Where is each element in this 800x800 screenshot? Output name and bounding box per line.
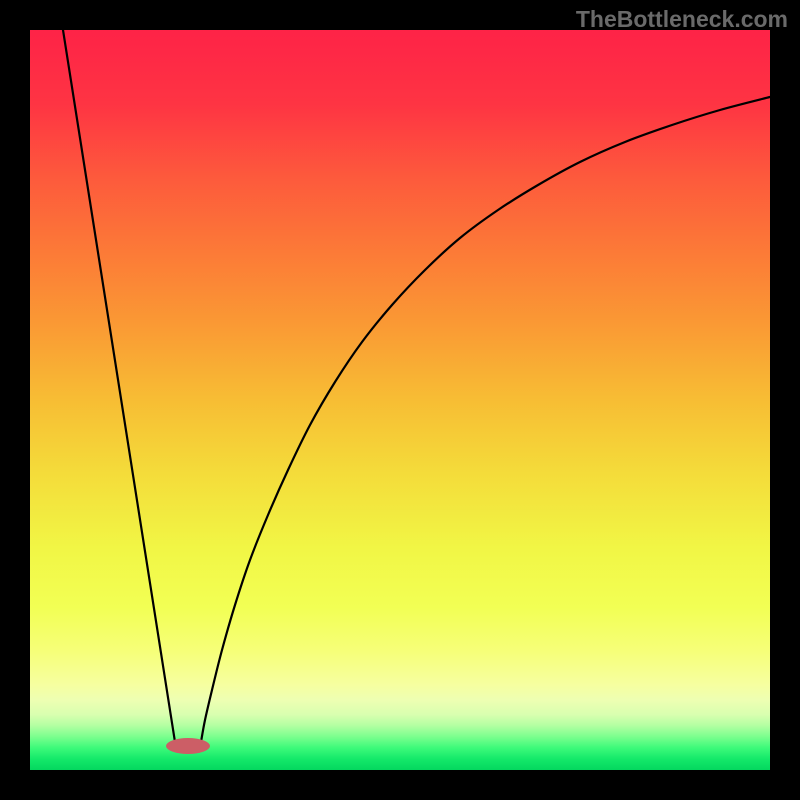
bottleneck-chart: TheBottleneck.com bbox=[0, 0, 800, 800]
gradient-background bbox=[30, 30, 770, 770]
watermark-text: TheBottleneck.com bbox=[576, 6, 788, 33]
optimal-marker bbox=[166, 738, 210, 754]
chart-svg bbox=[0, 0, 800, 800]
